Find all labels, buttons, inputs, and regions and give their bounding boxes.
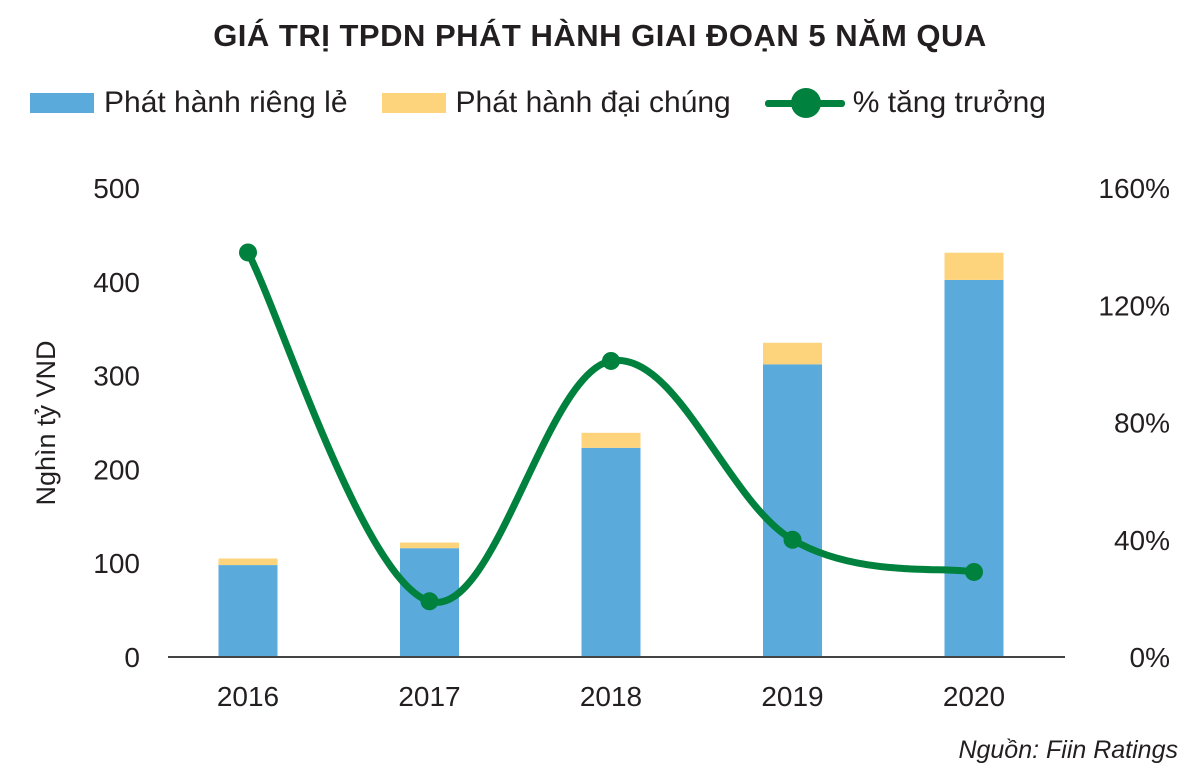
legend-label: % tăng trưởng [852, 86, 1046, 119]
growth-point-2018 [602, 351, 620, 370]
y-tick-label: 300 [93, 361, 140, 392]
legend-item-growth: % tăng trưởng [764, 86, 1046, 120]
legend: Phát hành riêng lẻ Phát hành đại chúng %… [30, 86, 1080, 120]
chart-title: GIÁ TRỊ TPDN PHÁT HÀNH GIAI ĐOẠN 5 NĂM Q… [213, 18, 987, 53]
legend-item-private: Phát hành riêng lẻ [30, 86, 348, 120]
growth-point-2019 [783, 530, 802, 549]
legend-item-public: Phát hành đại chúng [381, 86, 731, 120]
y-tick-label: 400 [93, 267, 140, 298]
bar-2018-public [581, 432, 641, 448]
growth-point-2020 [965, 562, 983, 581]
bar-2020-public [944, 252, 1004, 280]
bar-2018-private [581, 447, 641, 657]
x-tick-label: 2018 [580, 681, 642, 712]
y-axis-label: Nghìn tỷ VND [31, 340, 61, 505]
y2-tick-label: 160% [1098, 173, 1170, 204]
legend-label: Phát hành riêng lẻ [104, 86, 348, 119]
y-tick-label: 500 [93, 173, 140, 204]
y2-tick-label: 80% [1114, 408, 1170, 439]
x-tick-label: 2019 [761, 681, 823, 712]
bar-2020-private [944, 279, 1004, 657]
x-tick-label: 2020 [943, 681, 1005, 712]
bar-2017-public [400, 542, 459, 549]
growth-point-2016 [239, 243, 257, 262]
y-tick-label: 200 [93, 454, 140, 485]
bar-2016-private [218, 565, 278, 657]
y2-tick-label: 0% [1130, 642, 1170, 673]
legend-swatch-growth [764, 88, 845, 118]
source-note: Nguồn: Fiin Ratings [958, 736, 1178, 764]
legend-swatch-private [30, 93, 94, 113]
bar-2016-public [218, 558, 278, 566]
y-tick-label: 100 [93, 548, 140, 579]
x-tick-label: 2016 [217, 681, 279, 712]
growth-point-2017 [420, 592, 439, 611]
y2-tick-label: 120% [1098, 290, 1170, 321]
legend-label: Phát hành đại chúng [455, 86, 731, 119]
y-tick-label: 0 [124, 642, 140, 673]
bar-2019-public [763, 342, 822, 365]
growth-line [244, 248, 978, 606]
y2-tick-label: 40% [1114, 525, 1170, 556]
bar-2019-private [763, 364, 822, 657]
x-tick-label: 2017 [398, 681, 460, 712]
legend-swatch-public [381, 93, 446, 113]
